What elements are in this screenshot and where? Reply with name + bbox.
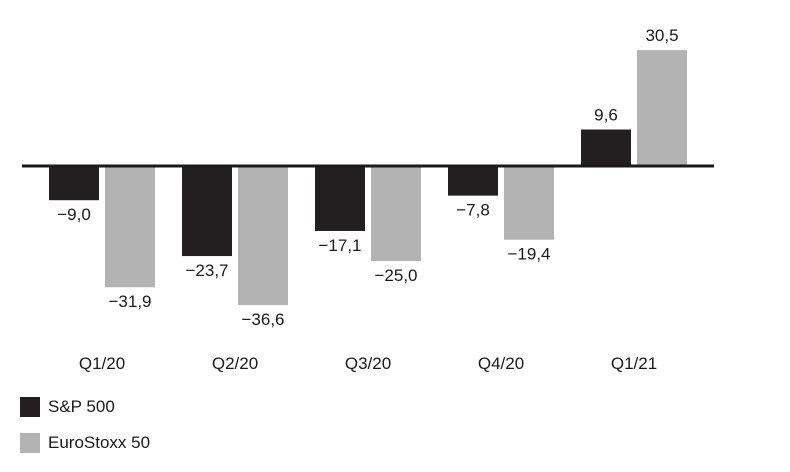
- bar-eurostoxx-50-q1-20: [105, 166, 155, 288]
- bar-s-p-500-q2-20: [182, 166, 232, 257]
- bars-layer: [49, 50, 687, 306]
- legend-item-sp500: S&P 500: [20, 396, 150, 418]
- legend-item-eurostoxx50: EuroStoxx 50: [20, 432, 150, 454]
- x-tick-label-q1-20: Q1/20: [79, 354, 125, 373]
- data-label-s-p-500-q1-21: 9,6: [594, 106, 618, 125]
- bar-eurostoxx-50-q2-20: [238, 166, 288, 306]
- x-tick-label-q1-21: Q1/21: [611, 354, 657, 373]
- data-label-s-p-500-q1-20: −9,0: [57, 205, 91, 224]
- legend-label-sp500: S&P 500: [48, 397, 115, 416]
- legend-swatch-sp500: [20, 397, 40, 417]
- data-label-s-p-500-q2-20: −23,7: [185, 261, 228, 280]
- bar-eurostoxx-50-q3-20: [371, 166, 421, 261]
- legend: S&P 500 EuroStoxx 50: [20, 396, 150, 468]
- bar-s-p-500-q1-20: [49, 166, 99, 201]
- bar-chart: −9,0 −31,9 Q1/20 −23,7 −36,6 Q2/20 −17,1 −25,0 Q…: [22, 26, 714, 373]
- bar-s-p-500-q3-20: [315, 166, 365, 231]
- x-tick-label-q3-20: Q3/20: [345, 354, 391, 373]
- x-tick-label-q4-20: Q4/20: [478, 354, 524, 373]
- data-label-eurostoxx-50-q1-21: 30,5: [645, 26, 678, 45]
- data-label-eurostoxx-50-q4-20: −19,4: [507, 245, 550, 264]
- bar-s-p-500-q1-21: [581, 129, 631, 166]
- data-label-eurostoxx-50-q1-20: −31,9: [108, 292, 151, 311]
- data-label-eurostoxx-50-q2-20: −36,6: [241, 310, 284, 329]
- bar-s-p-500-q4-20: [448, 166, 498, 196]
- labels-layer: −9,0 −31,9 Q1/20 −23,7 −36,6 Q2/20 −17,1 −25,0 Q…: [57, 26, 678, 373]
- data-label-s-p-500-q4-20: −7,8: [456, 201, 490, 220]
- bar-eurostoxx-50-q4-20: [504, 166, 554, 240]
- legend-swatch-eurostoxx50: [20, 433, 40, 453]
- data-label-s-p-500-q3-20: −17,1: [318, 236, 361, 255]
- legend-label-eurostoxx50: EuroStoxx 50: [48, 433, 151, 452]
- x-tick-label-q2-20: Q2/20: [212, 354, 258, 373]
- bar-eurostoxx-50-q1-21: [637, 50, 687, 166]
- data-label-eurostoxx-50-q3-20: −25,0: [374, 266, 417, 285]
